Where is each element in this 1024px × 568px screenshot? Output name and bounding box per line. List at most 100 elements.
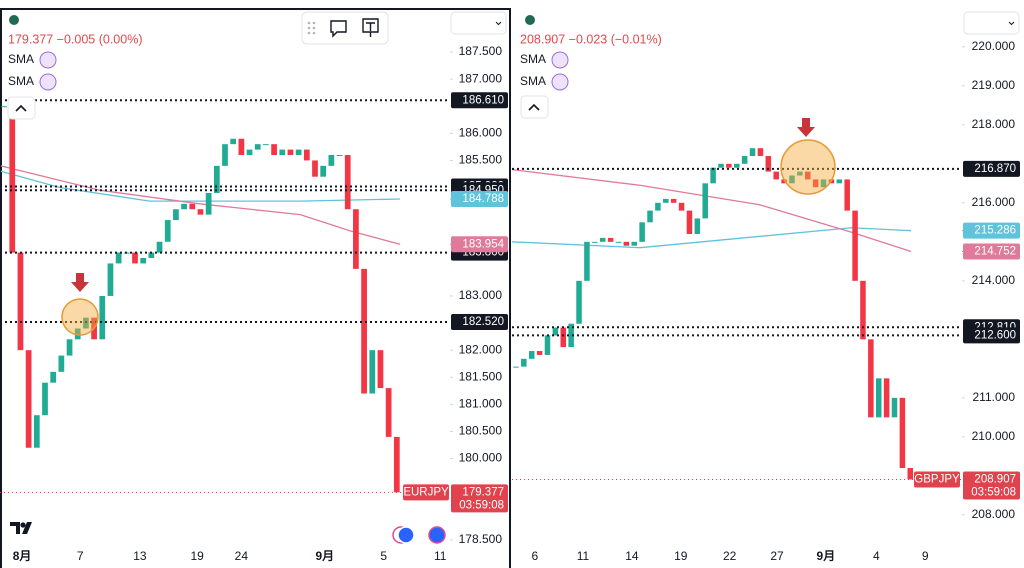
collapse-button[interactable] [520,95,549,119]
candle [271,144,277,156]
sma-line [0,170,401,202]
y-tick-label: 216.000 [972,195,1016,209]
candle [655,202,661,211]
status-dot [525,15,535,25]
sma-line [511,169,912,253]
candle [1,106,7,108]
y-tick-label: 218.000 [972,117,1016,131]
candle [279,149,286,156]
candle [623,241,630,246]
candle [528,351,535,359]
x-tick-label: 9月 [315,549,334,563]
level-label-box [963,160,1020,177]
y-tick-label: 180.500 [459,424,503,438]
candle [25,350,32,448]
candle [393,436,400,493]
y-tick-label: 183.000 [459,288,503,302]
indicator-icon [39,73,57,91]
candle [868,339,874,418]
candle [9,106,16,253]
y-tick-label: 178.500 [459,532,503,546]
candle [663,198,669,203]
candle [156,241,163,253]
candle [820,179,827,188]
y-tick-label: 210.000 [972,429,1016,443]
text-icon[interactable] [362,18,379,37]
candle [757,148,764,157]
candle [312,160,318,177]
sma-price-tag: 183.954 [462,238,504,250]
last-price-label-box [451,484,508,513]
x-tick-label: 6 [532,549,539,563]
arrow-annotation [71,273,89,292]
level-label: 212.600 [974,329,1016,341]
candle [584,241,590,281]
candle [254,144,261,150]
y-tick-label: 220.000 [972,39,1016,53]
x-tick-label: 13 [133,549,147,563]
x-tick-label: 11 [577,549,590,563]
candle [42,382,48,416]
sma-price-tag-box [451,236,508,253]
candle [344,155,351,210]
candle [804,171,811,180]
sma-price-tag: 215.286 [974,225,1016,237]
sma-price-tag-box [963,243,1020,260]
sma-price-tag: 214.752 [974,246,1016,258]
candle [749,148,756,157]
candle [246,149,253,156]
indicator-name: SMA [520,74,546,88]
candle [369,350,376,394]
candle [741,156,748,164]
last-price-label: 179.377 [462,486,504,498]
tradingview-logo [10,522,32,534]
indicator-icon [39,51,57,69]
candle [303,149,310,161]
candle [726,163,732,168]
y-tick-label: 185.500 [459,153,503,167]
currency-select[interactable] [963,11,1020,35]
x-tick-label: 11 [434,549,447,563]
arrow-annotation [797,118,815,137]
candle [33,415,40,448]
y-tick-label: 182.000 [459,342,503,356]
candle [781,179,787,184]
candle [765,156,772,172]
active-panel-border [0,8,511,568]
candle [899,397,906,469]
comment-icon[interactable] [330,20,347,38]
candle [710,167,716,184]
level-label-box [963,327,1020,344]
x-tick-label: 4 [873,549,880,563]
level-label-box [451,313,508,330]
candle [58,355,65,372]
candle [83,317,89,329]
event-icons[interactable] [392,526,446,544]
candle [860,280,866,340]
x-tick-label: 9月 [817,549,836,563]
last-price-label: 208.907 [974,474,1016,486]
candle [686,210,693,235]
candle [164,220,171,242]
y-tick-label: 187.000 [459,71,503,85]
sma-price-tag-box [963,222,1020,239]
indicator-icon [551,73,569,91]
candle [213,165,220,193]
candle [670,198,677,203]
candle [521,358,527,367]
candle [377,350,384,389]
candle [50,371,57,383]
x-tick-label: 9 [922,549,929,563]
collapse-button[interactable] [7,96,36,120]
x-tick-label: 14 [625,549,639,563]
toolbar [301,11,389,45]
candle [115,252,122,264]
sma-price-tag-box [451,191,508,208]
candle [361,268,367,394]
candle [173,209,179,221]
currency-select[interactable] [450,11,507,35]
x-tick-label: 22 [723,549,737,563]
symbol-tag: GBPJPY [914,474,960,486]
